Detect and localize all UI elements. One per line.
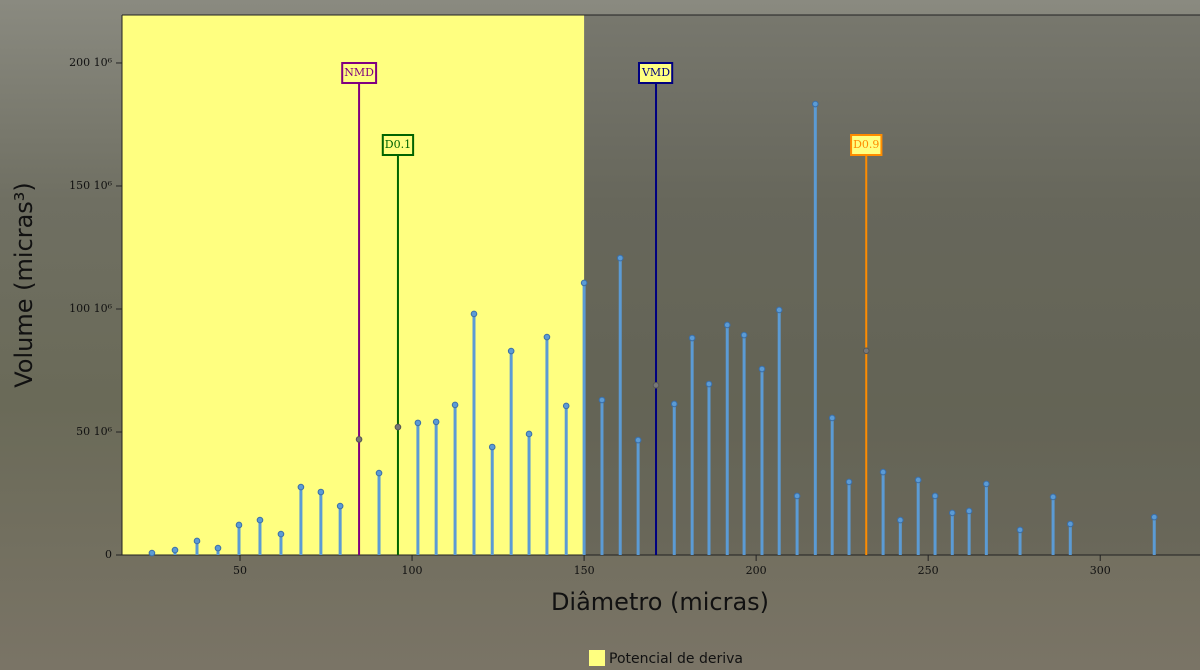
stem-head (526, 431, 532, 437)
stem-head (794, 493, 800, 499)
stem-head (829, 415, 835, 421)
stem-head (1067, 521, 1073, 527)
stem-head (257, 517, 263, 523)
stem-head (915, 477, 921, 483)
stem-head (581, 280, 587, 286)
stem-head (635, 437, 641, 443)
stem-head (1017, 527, 1023, 533)
y-tick-label: 200 10⁶ (69, 56, 112, 69)
stem-head (337, 503, 343, 509)
stem-head (706, 381, 712, 387)
stem-head (172, 547, 178, 553)
stem-head (813, 101, 819, 107)
stem-head (508, 348, 514, 354)
stem-head (689, 335, 695, 341)
legend-swatch (589, 650, 605, 666)
x-tick-label: 300 (1090, 564, 1111, 577)
stem-head (376, 470, 382, 476)
marker-point (653, 382, 659, 388)
y-tick-label: 150 10⁶ (69, 179, 112, 192)
stem-head (617, 255, 623, 261)
stem-head (489, 444, 495, 450)
y-tick-label: 0 (105, 548, 112, 561)
stem-head (471, 311, 477, 317)
stem-head (236, 522, 242, 528)
y-tick-label: 100 10⁶ (69, 302, 112, 315)
stem-head (759, 366, 765, 372)
stem-head (215, 545, 221, 551)
stem-head (318, 489, 324, 495)
stem-head (194, 538, 200, 544)
stem-head (563, 403, 569, 409)
page: Diâmetro (micras) Volume (micras³) 50 100… (0, 0, 1200, 670)
stem-head (1151, 514, 1157, 520)
x-tick-label: 250 (918, 564, 939, 577)
drift-region (122, 15, 584, 555)
stem-head (846, 479, 852, 485)
marker-point (395, 424, 401, 430)
stem-head (880, 469, 886, 475)
stem-head (452, 402, 458, 408)
stem-head (898, 517, 904, 523)
stem-head (544, 334, 550, 340)
x-tick-label: 50 (233, 564, 247, 577)
x-tick-label: 150 (574, 564, 595, 577)
stem-head (741, 332, 747, 338)
x-tick-label: 200 (746, 564, 767, 577)
x-axis-label: Diâmetro (micras) (551, 588, 769, 616)
stem-head (932, 493, 938, 499)
stem-head (1050, 494, 1056, 500)
marker-label: D0.9 (853, 138, 879, 151)
stem-head (433, 419, 439, 425)
x-tick-label: 100 (402, 564, 423, 577)
marker-point (863, 348, 869, 354)
stem-head (671, 401, 677, 407)
legend-label: Potencial de deriva (609, 651, 743, 667)
marker-label: NMD (344, 66, 374, 79)
stem-head (278, 531, 284, 537)
stem-head (724, 322, 730, 328)
stem-head (984, 481, 990, 487)
stem-head (949, 510, 955, 516)
chart: Diâmetro (micras) Volume (micras³) 50 100… (0, 0, 1200, 670)
marker-label: D0.1 (385, 138, 411, 151)
marker-point (356, 437, 362, 443)
stem-head (415, 420, 421, 426)
y-axis-label: Volume (micras³) (10, 182, 38, 388)
stem-head (776, 307, 782, 313)
stem-head (599, 397, 605, 403)
y-tick-label: 50 10⁶ (76, 425, 112, 438)
stem-head (966, 508, 972, 514)
stem-head (298, 484, 304, 490)
stem-head (149, 550, 155, 556)
marker-label: VMD (641, 66, 670, 79)
